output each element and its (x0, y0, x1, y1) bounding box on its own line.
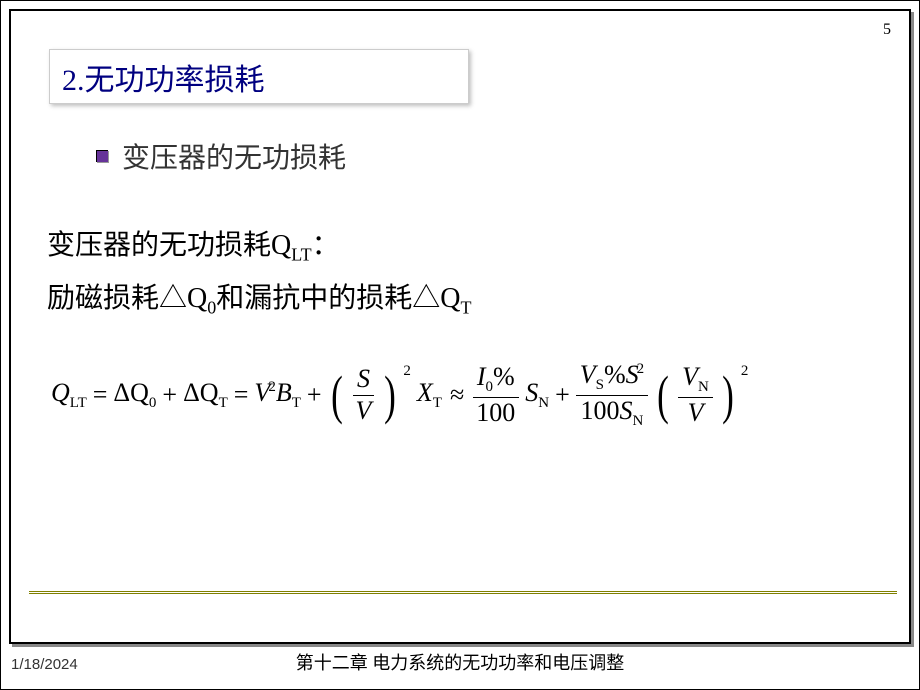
exp-1: 2 (403, 363, 411, 380)
body-l2-mid: 和漏抗中的损耗△Q (216, 283, 460, 314)
body-l2-sub1: 0 (207, 298, 216, 318)
body-l1-sub: LT (291, 245, 311, 265)
section-title: 2.无功功率损耗 (49, 49, 469, 104)
formula-inner: QLT = ΔQ0 + ΔQT = V2BT + ( S V ) 2 XT ≈ … (51, 361, 901, 429)
f-dq0: ΔQ0 (113, 378, 156, 412)
f-approx: ≈ (450, 380, 464, 410)
f-eq2: = (234, 380, 249, 410)
body-line-1: 变压器的无功损耗QLT： (47, 219, 471, 272)
f-eq1: = (93, 380, 108, 410)
f-qlt: QLT (51, 378, 87, 412)
frac-s-over-v: S V (352, 365, 376, 425)
lparen-1: ( (331, 368, 343, 422)
bullet-icon (96, 150, 108, 162)
f-v2bt: V2BT (254, 378, 300, 412)
body-l2-sub2: T (460, 298, 471, 318)
f-plus3: + (555, 380, 570, 410)
subtitle-row: 变压器的无功损耗 (96, 136, 346, 176)
page-number: 5 (883, 21, 891, 39)
body-text: 变压器的无功损耗QLT： 励磁损耗△Q0和漏抗中的损耗△QT (47, 219, 471, 325)
body-l1-pre: 变压器的无功损耗Q (47, 230, 291, 261)
frac-vspct: VS%S2 100SN (576, 361, 648, 429)
lparen-2: ( (657, 368, 669, 422)
exp-2: 2 (741, 363, 749, 380)
rparen-1: ) (385, 368, 397, 422)
body-l1-post: ： (312, 230, 340, 261)
content-frame: 5 2.无功功率损耗 变压器的无功损耗 变压器的无功损耗QLT： 励磁损耗△Q0… (9, 9, 911, 644)
f-dqt: ΔQT (183, 378, 228, 412)
slide: 5 2.无功功率损耗 变压器的无功损耗 变压器的无功损耗QLT： 励磁损耗△Q0… (0, 0, 920, 690)
f-xt: XT (417, 378, 442, 412)
rparen-2: ) (722, 368, 734, 422)
subtitle-text: 变压器的无功损耗 (122, 136, 346, 176)
footer-divider (29, 591, 897, 594)
f-sn1: SN (525, 378, 549, 412)
frac-i0pct: I0% 100 (472, 363, 519, 427)
frac-vn-over-v: VN V (678, 363, 713, 427)
footer-chapter: 第十二章 电力系统的无功功率和电压调整 (1, 649, 919, 675)
body-line-2: 励磁损耗△Q0和漏抗中的损耗△QT (47, 272, 471, 325)
body-l2-pre: 励磁损耗△Q (47, 283, 207, 314)
f-plus1: + (162, 380, 177, 410)
f-plus2: + (307, 380, 322, 410)
main-formula: QLT = ΔQ0 + ΔQT = V2BT + ( S V ) 2 XT ≈ … (51, 361, 901, 429)
